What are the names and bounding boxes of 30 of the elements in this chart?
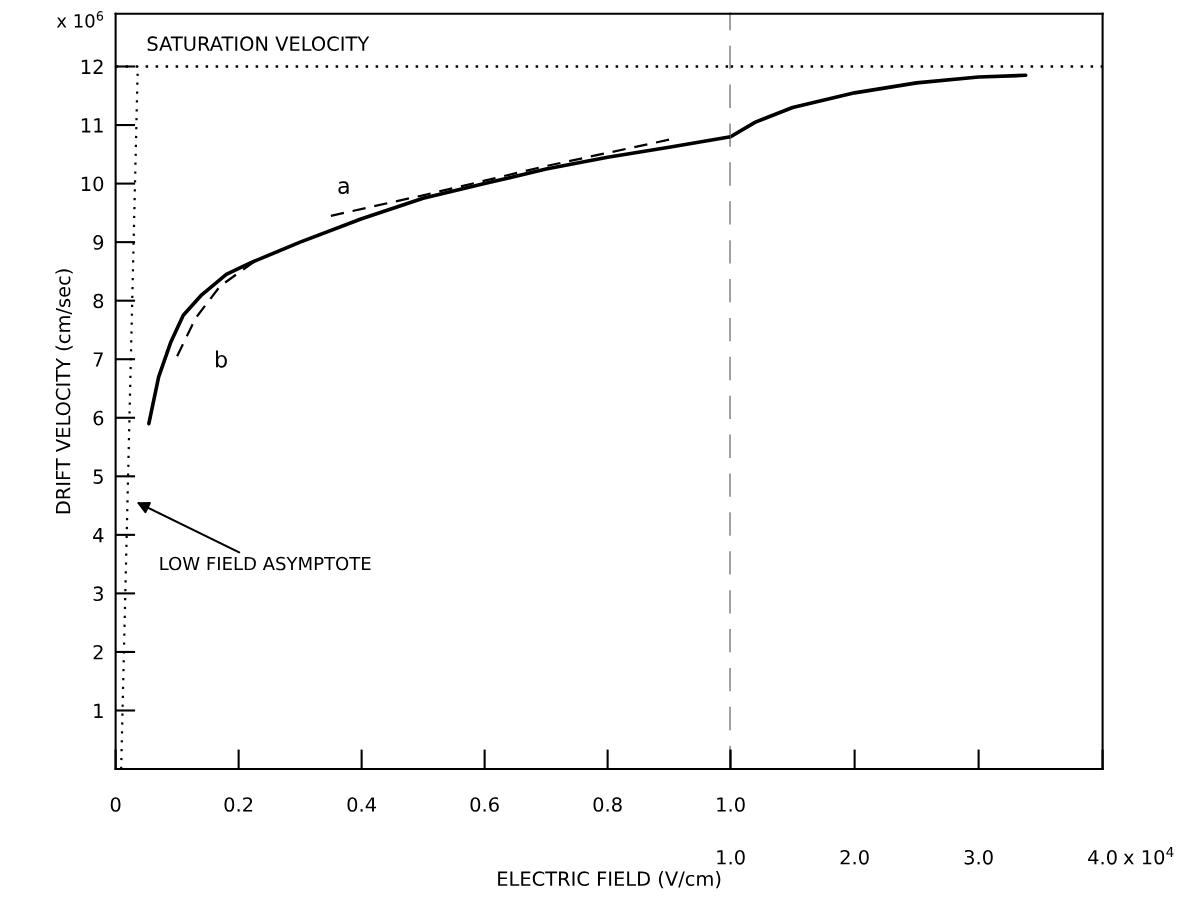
y-tick-label: 7	[93, 352, 103, 367]
x-axis-title: ELECTRIC FIELD (V/cm)	[498, 871, 721, 889]
y-tick-label: 5	[93, 469, 103, 484]
x-tick-label: 4.0	[1088, 849, 1117, 865]
y-tick-label: 3	[93, 586, 103, 602]
y-tick-label: 1	[94, 703, 103, 718]
x-tick-label: 1.0	[717, 849, 745, 865]
x-tick-label: 3.0	[964, 849, 993, 865]
y-tick-label: 6	[93, 410, 104, 426]
y-tick-label: 8	[93, 293, 104, 309]
text: x 10$^{6}$	[56, 11, 104, 28]
y-tick-label: 11	[81, 118, 103, 133]
ref-line-label: SATURATION VELOCITY	[147, 36, 370, 52]
y-axis-title: DRIFT VELOCITY (cm/sec)	[55, 269, 73, 514]
y-tick-label: 12	[81, 59, 103, 74]
y-tick-label: 10	[81, 176, 104, 192]
annotation: b	[216, 350, 227, 368]
annotation: LOW FIELD ASYMPTOTE	[160, 556, 371, 571]
x-tick-label: 2.0	[840, 849, 869, 865]
x-tick-label: 0.6	[470, 797, 499, 812]
y-tick-label: 9	[93, 235, 104, 250]
y-tick-label: 2	[93, 644, 103, 660]
text: x 10$^{4}$	[1123, 846, 1174, 865]
y-tick-label: 4	[93, 528, 104, 543]
x-tick-label: 0	[110, 797, 121, 812]
x-tick-label: 1.0	[717, 797, 745, 812]
annotation: a	[338, 181, 349, 194]
x-tick-label: 0.8	[593, 797, 622, 812]
x-tick-label: 0.2	[224, 797, 253, 812]
x-tick-label: 0.4	[347, 797, 376, 812]
